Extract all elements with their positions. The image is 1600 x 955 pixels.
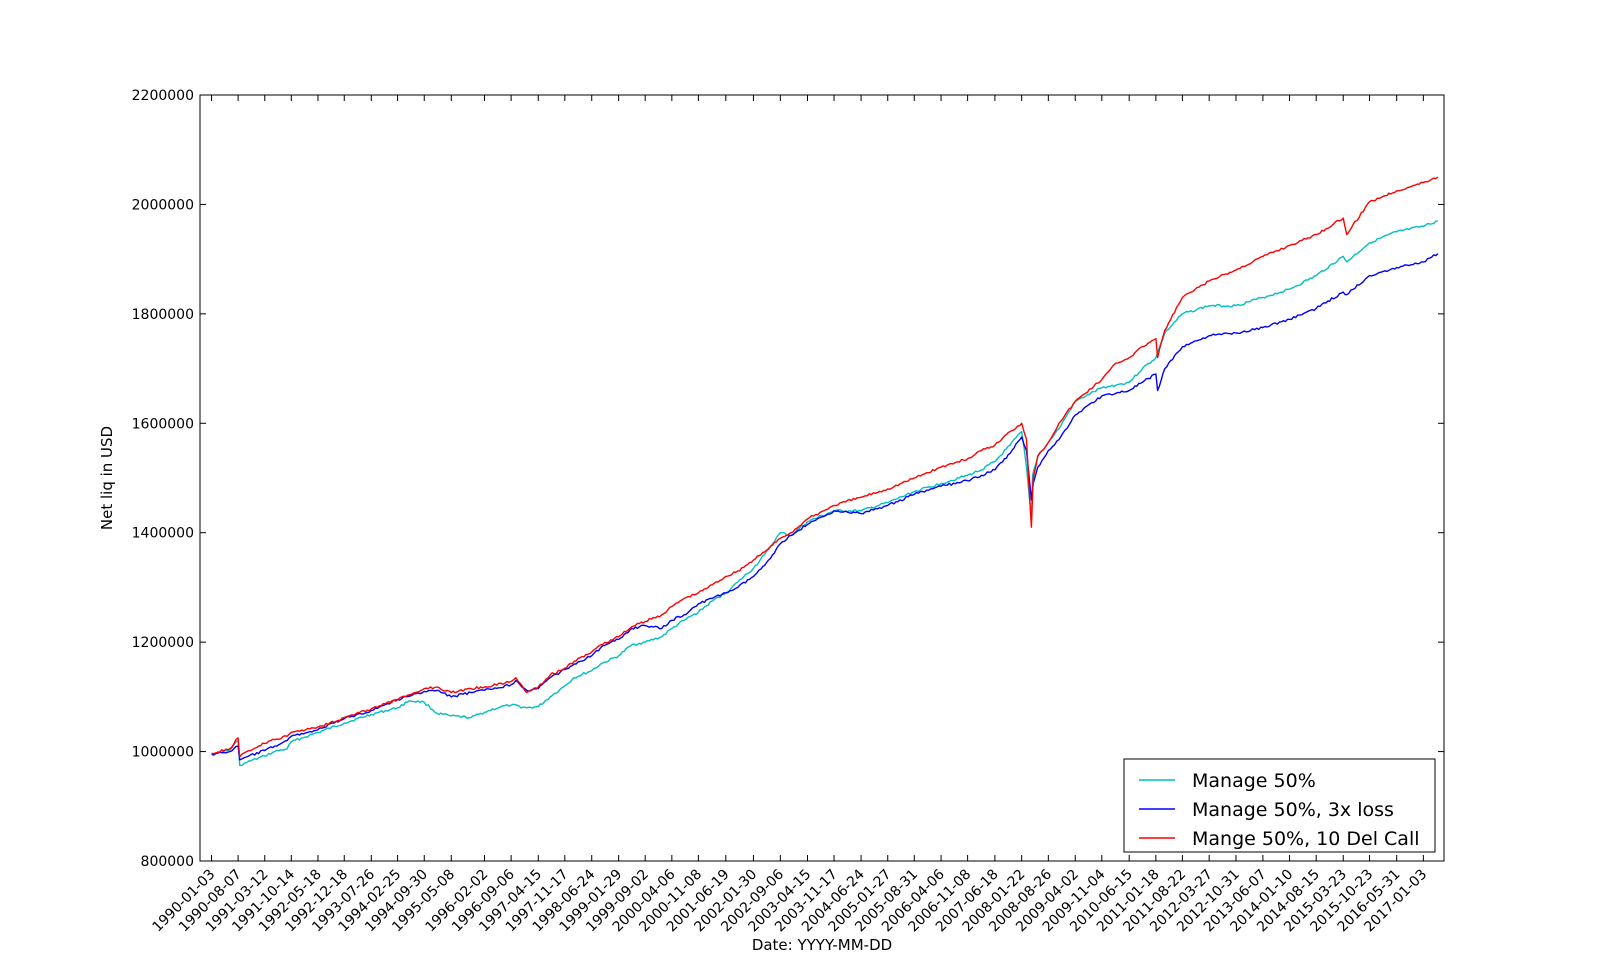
y-axis-ticks: 800000 1000000 1200000 1400000 1600000 180000… <box>132 88 1444 870</box>
series-line-3 <box>211 176 1439 758</box>
y-tick-label: 1400000 <box>132 526 194 542</box>
x-axis-ticks: 1990-01-031990-08-071991-03-121991-10-14… <box>150 95 1430 935</box>
legend: Manage 50% Manage 50%, 3x loss Mange 50%, … <box>1123 758 1436 853</box>
y-tick-label: 800000 <box>141 854 194 870</box>
series-line-1 <box>211 220 1439 767</box>
y-tick-label: 1600000 <box>132 416 194 432</box>
y-tick-label: 1200000 <box>132 635 194 651</box>
legend-label-2: Manage 50%, 3x loss <box>1192 799 1394 821</box>
legend-box <box>1123 758 1436 853</box>
x-axis-label: Date: YYYY-MM-DD <box>752 936 892 954</box>
y-tick-label: 2200000 <box>132 88 194 104</box>
y-tick-label: 1000000 <box>132 745 194 761</box>
series-layer <box>211 176 1439 767</box>
series-line-2 <box>211 253 1439 761</box>
y-tick-label: 1800000 <box>132 307 194 323</box>
y-tick-label: 2000000 <box>132 197 194 213</box>
legend-label-1: Manage 50% <box>1192 770 1316 792</box>
y-axis-label: Net liq in USD <box>98 426 116 530</box>
plot-frame <box>199 94 1445 862</box>
legend-label-3: Mange 50%, 10 Del Call <box>1192 828 1420 850</box>
